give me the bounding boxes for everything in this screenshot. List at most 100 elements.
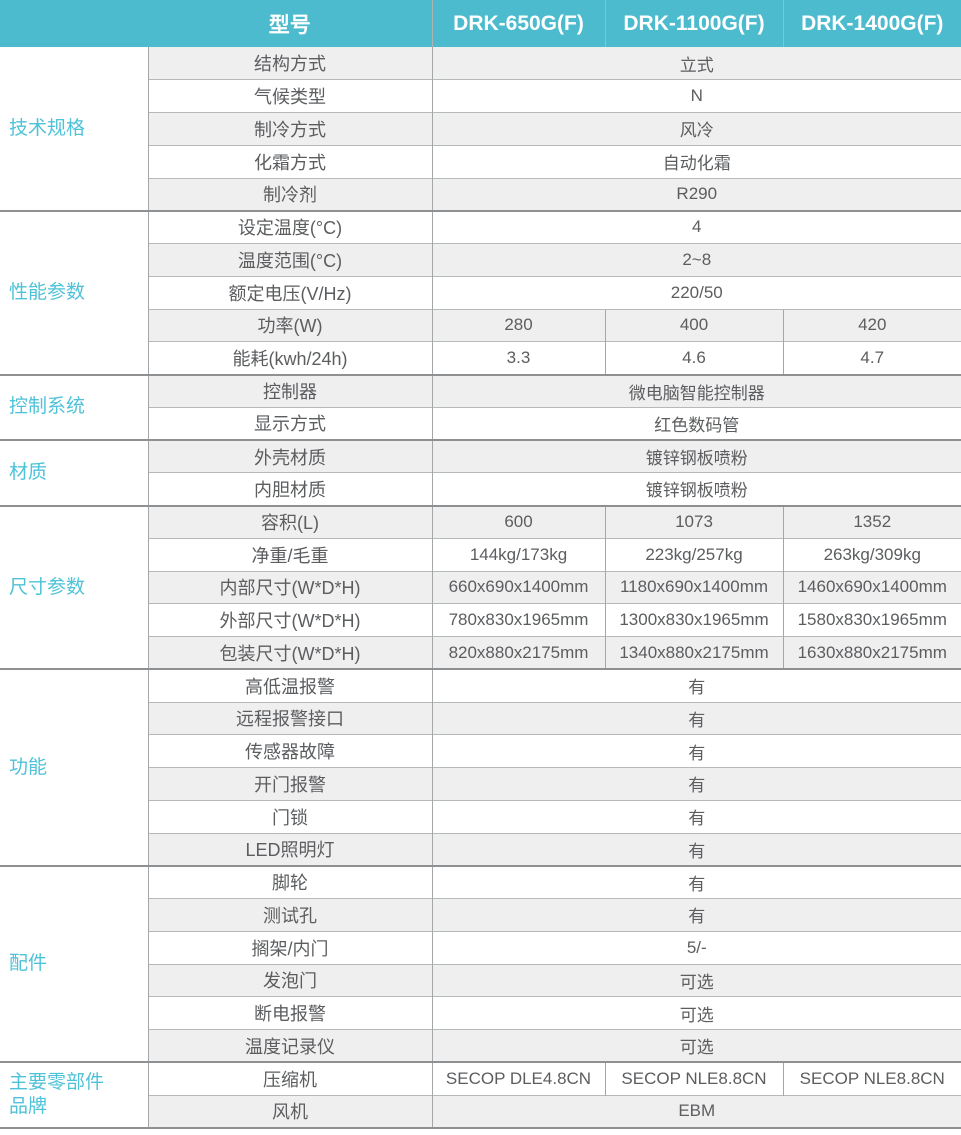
spec-value: 263kg/309kg xyxy=(782,537,961,571)
spec-name: 结构方式 xyxy=(148,47,433,80)
table-row: 搁架/内门 5/- xyxy=(0,930,961,964)
spec-value: 有 xyxy=(432,799,961,833)
spec-value: 600 xyxy=(432,504,605,539)
spec-value: 4 xyxy=(432,209,961,244)
spec-value: SECOP NLE8.8CN xyxy=(782,1061,961,1095)
spec-name: 开门报警 xyxy=(148,767,433,801)
table-row: 控制系统 控制器 微电脑智能控制器 xyxy=(0,373,961,440)
spec-value: 660x690x1400mm xyxy=(432,570,605,604)
category-label: 材质 xyxy=(0,439,149,506)
spec-name: 化霜方式 xyxy=(148,144,433,178)
spec-name: 额定电压(V/Hz) xyxy=(148,275,433,309)
spec-name: 制冷方式 xyxy=(148,112,433,146)
table-row: 配件 脚轮有 xyxy=(0,864,961,1063)
spec-value: 微电脑智能控制器 xyxy=(432,373,961,408)
spec-name: 传感器故障 xyxy=(148,734,433,768)
spec-value: 2~8 xyxy=(432,243,961,277)
spec-name: 温度记录仪 xyxy=(148,1029,433,1063)
table-row: 远程报警接口有 xyxy=(0,701,961,735)
spec-value: N xyxy=(432,79,961,113)
category-label: 性能参数 xyxy=(0,209,149,375)
spec-value: EBM xyxy=(432,1094,961,1128)
table-row: 测试孔有 xyxy=(0,898,961,932)
spec-value: 立式 xyxy=(432,47,961,80)
category-label: 功能 xyxy=(0,668,149,866)
header-row: 型号 DRK-650G(F) DRK-1100G(F) DRK-1400G(F) xyxy=(0,0,961,47)
spec-name: 远程报警接口 xyxy=(148,701,433,735)
table-row: 发泡门 可选 xyxy=(0,963,961,997)
spec-name: 压缩机 xyxy=(148,1061,433,1095)
spec-name: 外部尺寸(W*D*H) xyxy=(148,603,433,637)
category-label: 配件 xyxy=(0,864,149,1063)
spec-value: 420 xyxy=(782,308,961,342)
table-row: 净重/毛重 144kg/173kg 223kg/257kg 263kg/309kg xyxy=(0,537,961,571)
spec-name: 风机 xyxy=(148,1094,433,1128)
spec-value: R290 xyxy=(432,177,961,211)
table-row: 外部尺寸(W*D*H) 780x830x1965mm 1300x830x1965mm… xyxy=(0,603,961,637)
spec-name: 门锁 xyxy=(148,799,433,833)
table-row: 断电报警 可选 xyxy=(0,996,961,1030)
spec-value: 有 xyxy=(432,898,961,932)
table-row: 气候类型 N xyxy=(0,79,961,113)
spec-value: 4.7 xyxy=(782,341,961,375)
spec-value: 有 xyxy=(432,864,961,899)
spec-name: 温度范围(°C) xyxy=(148,243,433,277)
spec-value: 有 xyxy=(432,767,961,801)
spec-value: 风冷 xyxy=(432,112,961,146)
spec-value: 可选 xyxy=(432,963,961,997)
category-label: 技术规格 xyxy=(0,47,149,211)
spec-value: 144kg/173kg xyxy=(432,537,605,571)
spec-value: 400 xyxy=(604,308,783,342)
spec-value: 镀锌钢板喷粉 xyxy=(432,439,961,473)
spec-value: 1300x830x1965mm xyxy=(604,603,783,637)
spec-value: 红色数码管 xyxy=(432,406,961,440)
table-row: 温度记录仪 可选 xyxy=(0,1029,961,1063)
spec-name: 高低温报警 xyxy=(148,668,433,702)
spec-name: 内胆材质 xyxy=(148,472,433,506)
model-header-drk-1400: DRK-1400G(F) xyxy=(782,0,961,47)
spec-name: 控制器 xyxy=(148,373,433,408)
table-row: 化霜方式 自动化霜 xyxy=(0,144,961,178)
table-row: 门锁有 xyxy=(0,799,961,833)
spec-value: 5/- xyxy=(432,930,961,964)
category-label: 控制系统 xyxy=(0,373,149,440)
table-row: 尺寸参数 容积(L) 600 1073 1352 xyxy=(0,504,961,670)
spec-name: LED照明灯 xyxy=(148,832,433,866)
spec-value: 1630x880x2175mm xyxy=(782,636,961,670)
table-row: 开门报警有 xyxy=(0,767,961,801)
table-row: 功能 高低温报警有 xyxy=(0,668,961,866)
table-row: 温度范围(°C) 2~8 xyxy=(0,243,961,277)
table-row: 性能参数 设定温度(°C) 4 xyxy=(0,209,961,375)
spec-value: SECOP DLE4.8CN xyxy=(432,1061,605,1095)
spec-value: 有 xyxy=(432,734,961,768)
table-row: 制冷方式 风冷 xyxy=(0,112,961,146)
table-row: 包装尺寸(W*D*H) 820x880x2175mm 1340x880x2175mm… xyxy=(0,636,961,670)
spec-value: SECOP NLE8.8CN xyxy=(604,1061,783,1095)
table-row: LED照明灯有 xyxy=(0,832,961,866)
spec-name: 发泡门 xyxy=(148,963,433,997)
spec-name: 外壳材质 xyxy=(148,439,433,473)
spec-value: 镀锌钢板喷粉 xyxy=(432,472,961,506)
table-row: 内部尺寸(W*D*H) 660x690x1400mm 1180x690x1400mm… xyxy=(0,570,961,604)
spec-value: 4.6 xyxy=(604,341,783,375)
category-label: 尺寸参数 xyxy=(0,504,149,670)
spec-name: 测试孔 xyxy=(148,898,433,932)
spec-name: 容积(L) xyxy=(148,504,433,539)
spec-name: 能耗(kwh/24h) xyxy=(148,341,433,375)
table-row: 额定电压(V/Hz) 220/50 xyxy=(0,275,961,309)
table-header: 型号 DRK-650G(F) DRK-1100G(F) DRK-1400G(F) xyxy=(0,0,961,47)
table-row: 内胆材质 镀锌钢板喷粉 xyxy=(0,472,961,506)
spec-value: 有 xyxy=(432,668,961,702)
table-row: 风机 EBM xyxy=(0,1094,961,1128)
model-column-label: 型号 xyxy=(148,0,432,47)
spec-name: 脚轮 xyxy=(148,864,433,899)
spec-name: 制冷剂 xyxy=(148,177,433,211)
spec-value: 780x830x1965mm xyxy=(432,603,605,637)
spec-name: 内部尺寸(W*D*H) xyxy=(148,570,433,604)
spec-name: 搁架/内门 xyxy=(148,930,433,964)
spec-value: 1340x880x2175mm xyxy=(604,636,783,670)
spec-value: 820x880x2175mm xyxy=(432,636,605,670)
spec-table-body: 技术规格 结构方式 立式 气候类型 N 制冷方式 风冷 化霜方式 自动化霜 制冷剂 R290 性能参数… xyxy=(0,47,961,1128)
spec-name: 功率(W) xyxy=(148,308,433,342)
